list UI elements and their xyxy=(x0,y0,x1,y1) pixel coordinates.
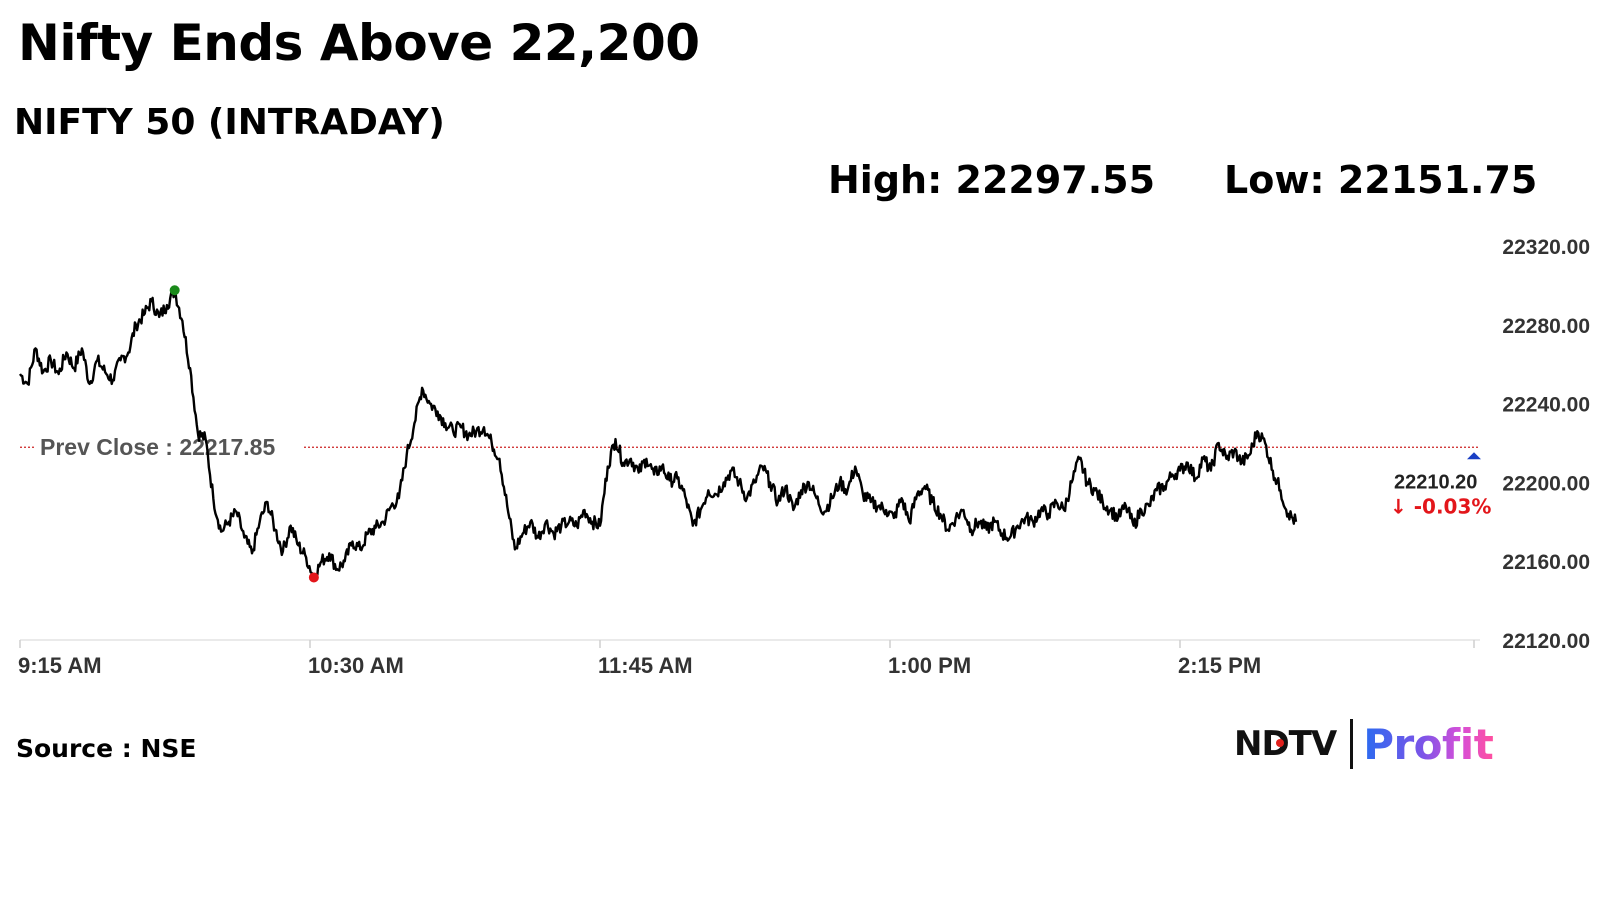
chart-subtitle: NIFTY 50 (INTRADAY) xyxy=(14,102,445,143)
change-percent-label: ↓ -0.03% xyxy=(1390,494,1491,518)
y-axis-labels: 22320.00 22280.00 22240.00 22200.00 22160.00… xyxy=(1502,236,1590,653)
y-tick-label: 22200.00 xyxy=(1502,472,1590,495)
day-high-marker xyxy=(169,285,180,296)
logo-ndtv-text: NDTV xyxy=(1234,724,1337,764)
y-tick-label: 22120.00 xyxy=(1502,630,1590,653)
y-tick-label: 22280.00 xyxy=(1502,315,1590,338)
logo-divider xyxy=(1350,719,1354,769)
day-low-marker xyxy=(308,572,319,583)
y-tick-label: 22240.00 xyxy=(1502,394,1590,417)
x-tick-label: 11:45 AM xyxy=(598,653,693,678)
x-axis-labels: 9:15 AM 10:30 AM 11:45 AM 1:00 PM 2:15 PM xyxy=(18,653,1261,678)
last-price-label-bg xyxy=(1388,464,1472,521)
day-low-stat: Low: 22151.75 xyxy=(1224,158,1538,202)
y-tick-label: 22160.00 xyxy=(1502,551,1590,574)
x-tick-label: 10:30 AM xyxy=(308,653,404,678)
y-tick-label: 22320.00 xyxy=(1502,236,1590,259)
last-price-marker xyxy=(1467,452,1481,460)
x-tick-label: 9:15 AM xyxy=(18,653,102,678)
headline: Nifty Ends Above 22,200 xyxy=(18,14,700,72)
x-tick-label: 2:15 PM xyxy=(1178,653,1261,678)
prev-close-line-group: Prev Close : 22217.85 xyxy=(20,431,1478,462)
chart-axes xyxy=(19,639,1480,648)
prev-close-label-bg xyxy=(34,431,302,462)
x-tick-label: 1:00 PM xyxy=(888,653,971,678)
ndtv-profit-logo: NDTV Profit xyxy=(1234,718,1494,770)
last-price-label: 22210.20 xyxy=(1394,471,1477,493)
series-layer xyxy=(19,288,1298,581)
price-line xyxy=(19,288,1298,581)
logo-profit-text: Profit xyxy=(1363,719,1494,769)
marker-layer: 22210.20↓ -0.03% xyxy=(169,285,1491,583)
source-note: Source : NSE xyxy=(16,734,197,763)
day-high-stat: High: 22297.55 xyxy=(828,158,1156,202)
prev-close-label: Prev Close : 22217.85 xyxy=(40,434,275,460)
logo-red-dot xyxy=(1276,739,1284,747)
